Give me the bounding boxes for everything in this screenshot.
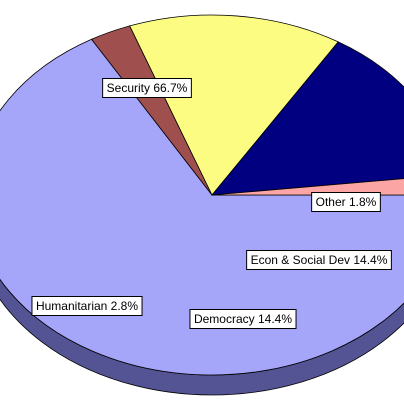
pie-slice-econ-social-dev [211,41,404,196]
data-label-other: Other 1.8% [311,192,381,212]
pie-slice-security [0,38,404,376]
data-label-text: Democracy 14.4% [194,312,292,326]
data-label-box [246,250,392,270]
pie-top-slices [0,14,404,376]
data-label-humanitarian: Humanitarian 2.8% [31,296,143,316]
pie-slice-democracy [129,14,339,196]
pie-data-labels: Security 66.7% Humanitarian 2.8% Democracy… [31,78,392,329]
data-label-text: Security 66.7% [107,81,188,95]
data-label-econ-social-dev: Econ & Social Dev 14.4% [246,250,392,270]
data-label-democracy: Democracy 14.4% [189,309,297,329]
data-label-text: Humanitarian 2.8% [36,299,138,313]
data-label-box [311,192,381,212]
data-label-text: Other 1.8% [316,195,377,209]
data-label-box [102,78,192,98]
pie-slice-other [211,178,404,196]
data-label-box [189,309,297,329]
data-label-security: Security 66.7% [102,78,192,98]
data-label-box [31,296,143,316]
data-label-text: Econ & Social Dev 14.4% [251,253,388,267]
